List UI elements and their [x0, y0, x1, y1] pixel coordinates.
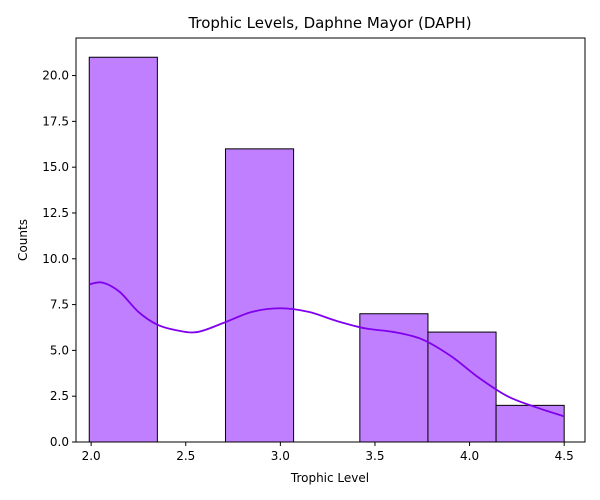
x-tick-label: 2.5: [176, 449, 195, 463]
x-axis-ticks: 2.0 2.5 3.0 3.5 4.0 4.5: [82, 442, 574, 463]
bars-layer: [88, 56, 565, 443]
plot-frame: [75, 37, 586, 443]
y-tick-label: 5.0: [50, 343, 69, 357]
y-tick-label: 15.0: [42, 160, 69, 174]
x-axis-label: Trophic Level: [290, 471, 369, 485]
y-tick-label: 0.0: [50, 435, 69, 449]
y-tick-label: 7.5: [50, 298, 69, 312]
y-tick-label: 12.5: [42, 206, 69, 220]
histogram-bar-3: [224, 148, 295, 443]
y-tick-label: 2.5: [50, 389, 69, 403]
x-tick-label: 4.0: [460, 449, 479, 463]
chart-title: Trophic Levels, Daphne Mayor (DAPH): [187, 14, 471, 32]
x-tick-label: 4.5: [555, 449, 574, 463]
y-tick-label: 20.0: [42, 69, 69, 83]
y-axis-label: Counts: [16, 219, 30, 261]
x-tick-label: 3.5: [365, 449, 384, 463]
y-tick-label: 17.5: [42, 114, 69, 128]
y-axis-ticks: 0.0 2.5 5.0 7.5 10.0 12.5 15.0 17.5 20.0: [42, 69, 76, 449]
x-tick-label: 2.0: [82, 449, 101, 463]
histogram-bar-1: [88, 56, 158, 443]
x-tick-label: 3.0: [271, 449, 290, 463]
kde-curve: [89, 281, 565, 418]
kde-layer: [89, 281, 565, 418]
y-tick-label: 10.0: [42, 252, 69, 266]
histogram-bar-7: [495, 404, 565, 443]
histogram-bar-5: [359, 313, 429, 443]
